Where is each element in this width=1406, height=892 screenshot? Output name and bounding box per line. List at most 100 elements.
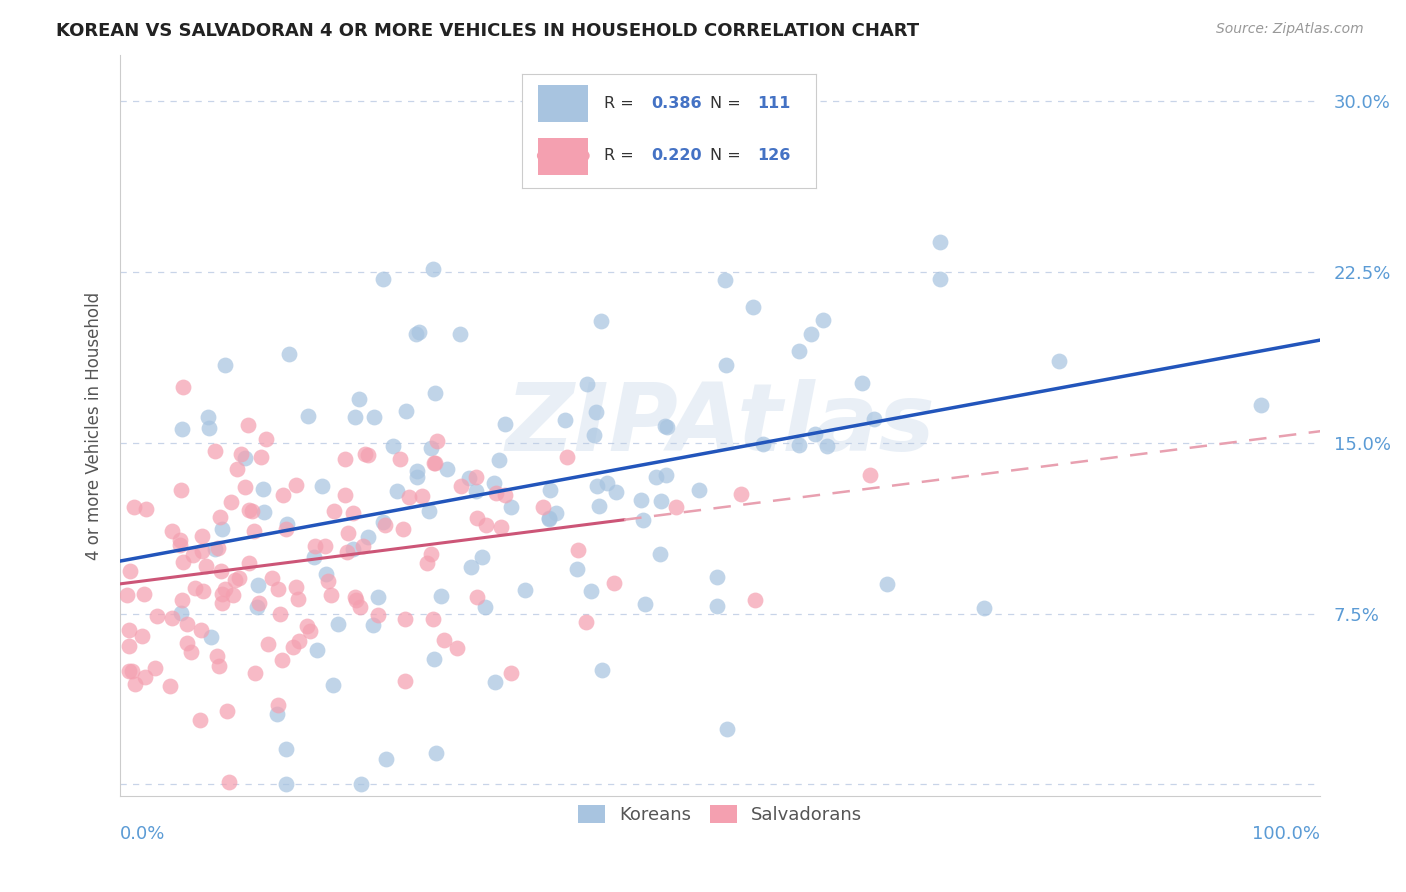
Point (274, 741, 297, 756)
Point (160, 524, 183, 538)
Point (929, 271, 952, 285)
Point (392, 522, 415, 536)
Point (579, 583, 602, 598)
Point (207, 541, 229, 555)
Point (245, 665, 267, 680)
Point (269, 607, 291, 621)
Point (499, 500, 522, 515)
Point (208, 659, 231, 673)
Point (131, 630, 153, 644)
Point (118, 665, 141, 679)
Point (800, 326, 823, 341)
Point (433, 633, 456, 648)
Point (224, 573, 246, 587)
Point (134, 670, 156, 684)
Point (322, 504, 344, 518)
Point (367, 608, 389, 623)
Point (349, 599, 371, 614)
Point (257, 637, 280, 651)
Point (297, 619, 319, 633)
Point (605, 484, 627, 499)
Point (336, 545, 359, 559)
Point (575, 377, 598, 392)
Point (169, 533, 191, 548)
Point (217, 704, 239, 718)
Point (247, 596, 270, 610)
Point (159, 679, 181, 693)
Point (744, 592, 766, 607)
Point (375, 752, 398, 766)
Point (425, 746, 447, 760)
Point (567, 562, 589, 576)
Point (352, 539, 374, 553)
Point (271, 488, 294, 502)
Point (118, 623, 141, 637)
Point (238, 556, 260, 570)
Legend: Koreans, Salvadorans: Koreans, Salvadorans (571, 797, 869, 831)
Point (485, 486, 508, 500)
Point (665, 500, 688, 515)
Point (160, 611, 183, 625)
Point (394, 612, 416, 626)
Point (436, 462, 458, 476)
Point (533, 500, 555, 514)
Point (233, 451, 256, 466)
Point (382, 439, 405, 453)
Point (267, 698, 290, 712)
Point (706, 599, 728, 613)
Point (464, 470, 486, 484)
Point (418, 503, 440, 517)
Point (197, 421, 219, 435)
Point (645, 470, 668, 484)
Text: 100.0%: 100.0% (1253, 825, 1320, 844)
Point (214, 358, 236, 372)
Point (326, 616, 349, 631)
Point (787, 438, 810, 452)
Point (789, 343, 811, 358)
Point (1250, 398, 1272, 412)
Point (405, 464, 427, 478)
Point (276, 522, 298, 536)
Point (343, 590, 366, 604)
Point (631, 513, 654, 527)
Point (420, 442, 443, 456)
Point (122, 500, 145, 515)
Point (304, 550, 326, 565)
Point (342, 506, 364, 520)
Point (423, 385, 446, 400)
Point (121, 665, 143, 679)
Point (228, 571, 250, 585)
Point (596, 475, 619, 490)
Point (304, 539, 326, 553)
Point (246, 600, 269, 615)
Point (190, 544, 212, 558)
Point (226, 462, 249, 476)
Point (315, 566, 337, 581)
Point (274, 777, 297, 791)
Point (405, 470, 427, 484)
Point (395, 404, 418, 418)
Point (544, 506, 567, 520)
Point (405, 326, 427, 341)
Point (176, 635, 198, 649)
Point (457, 471, 479, 485)
Point (180, 645, 202, 659)
Point (183, 549, 205, 563)
Point (589, 313, 612, 327)
Point (706, 569, 728, 583)
Point (654, 419, 676, 434)
Point (588, 499, 610, 513)
Point (285, 477, 308, 491)
Point (630, 492, 652, 507)
Point (214, 582, 236, 597)
Point (804, 426, 827, 441)
Point (283, 640, 305, 654)
Point (752, 437, 775, 451)
Point (343, 409, 366, 424)
Point (471, 549, 494, 564)
Point (422, 612, 444, 626)
Point (124, 677, 146, 691)
Point (357, 530, 380, 544)
Point (928, 235, 950, 249)
Point (342, 541, 364, 556)
